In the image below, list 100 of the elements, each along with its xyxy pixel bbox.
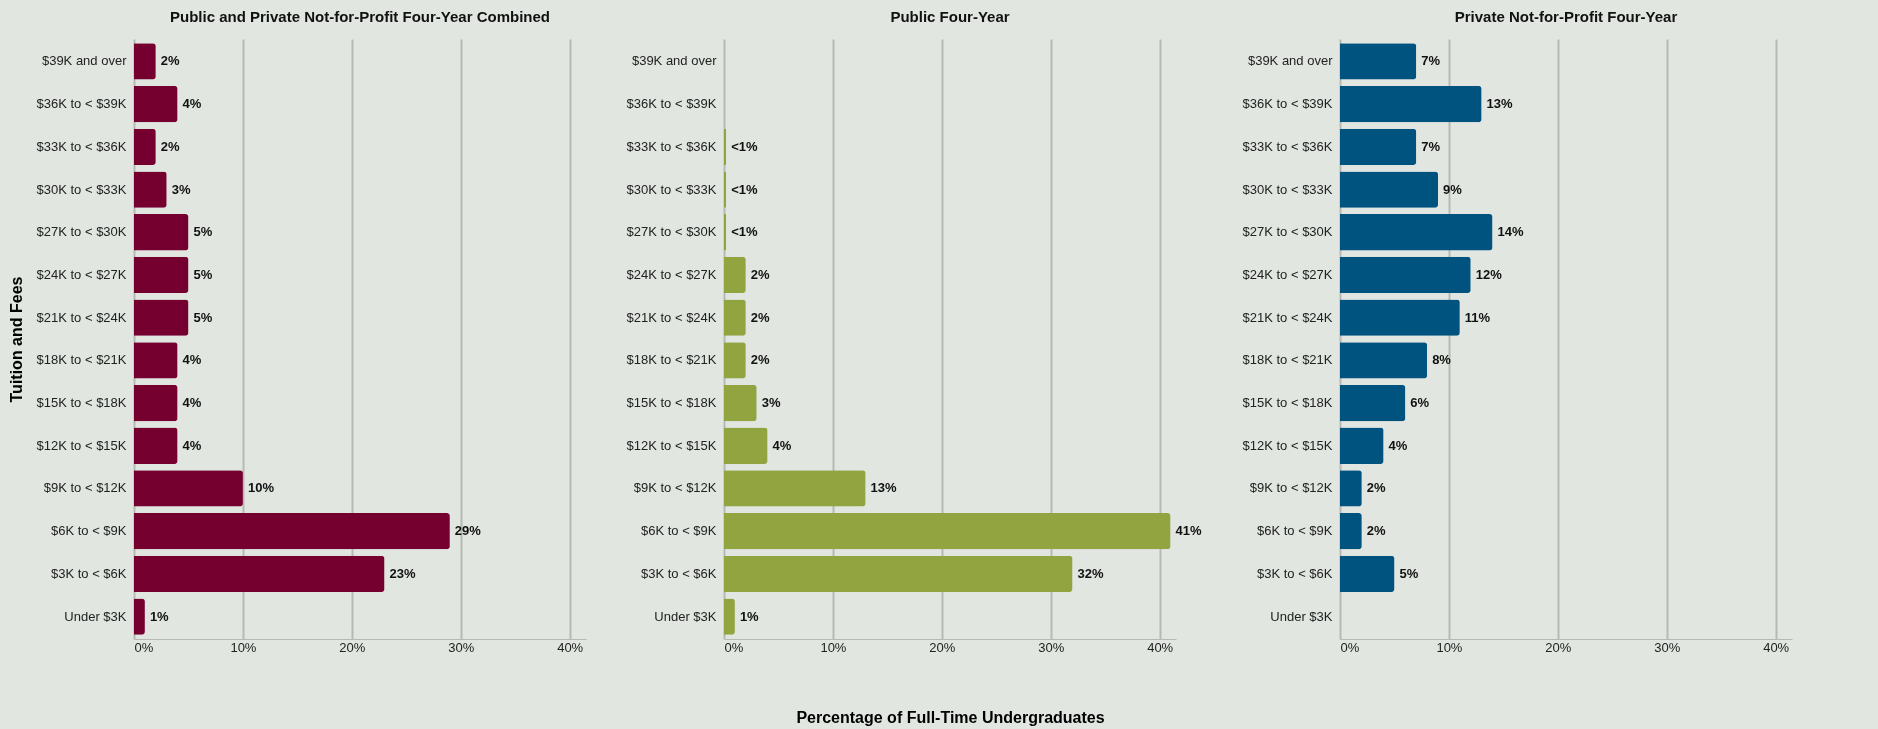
bar [1340,342,1428,379]
data-label: 4% [182,96,202,112]
bar [134,513,450,550]
y-tick-label: $3K to < $6K [1256,565,1333,581]
chart-title: Public Four-Year [890,8,1010,25]
x-tick-label: 30% [1038,639,1065,655]
bar [1340,85,1482,123]
data-label: 7% [1421,53,1441,69]
data-label: 3% [761,395,781,411]
bar [134,43,156,80]
data-label: 3% [171,181,191,197]
bar [724,470,866,507]
chart-title: Private Not-for-Profit Four-Year [1454,8,1678,25]
y-tick-label: Under $3K [654,608,717,624]
bar [1340,299,1460,336]
bar [1340,128,1417,165]
data-label: 10% [247,480,275,496]
x-tick-label: 10% [820,639,847,655]
data-label: 4% [182,395,202,411]
data-label: 6% [1410,395,1430,411]
bar [1340,43,1417,80]
x-tick-label: 30% [448,639,475,655]
data-label: 32% [1077,565,1104,581]
y-axis-title: Tuition and Fees [7,276,25,403]
y-tick-label: $15K to < $18K [1242,395,1333,411]
y-tick-label: $15K to < $18K [36,395,127,411]
x-tick-label: 30% [1654,639,1681,655]
bar [134,214,189,251]
data-label: 5% [1399,565,1419,581]
data-label: 13% [1486,96,1514,112]
y-tick-label: $21K to < $24K [36,309,127,325]
x-tick-label: 20% [1545,639,1572,655]
data-label: 2% [160,138,181,154]
data-label: 2% [750,266,771,282]
bar [1340,470,1362,507]
y-tick-label: $12K to < $15K [626,437,717,453]
data-label: <1% [731,224,758,240]
y-tick-label: $3K to < $6K [50,565,127,581]
data-label: 2% [750,352,771,368]
bar [724,342,746,379]
x-tick-label: 40% [1763,639,1790,655]
bar [134,427,178,464]
y-tick-label: Under $3K [1270,608,1333,624]
y-tick-label: $6K to < $9K [1256,523,1333,539]
data-label: 13% [870,480,898,496]
data-label: 29% [454,523,482,539]
x-tick-label: 0% [724,639,744,655]
bar [1340,171,1439,208]
y-tick-label: $33K to < $36K [36,138,127,154]
bar [724,299,746,336]
bar [724,555,1073,593]
y-tick-label: Under $3K [64,608,127,624]
y-tick-label: $3K to < $6K [640,565,717,581]
data-label: 5% [193,309,213,325]
y-tick-label: $21K to < $24K [1242,309,1333,325]
y-tick-label: $36K to < $39K [1242,96,1333,112]
data-label: 2% [750,309,771,325]
bar [134,555,385,593]
bar [724,384,757,422]
bar [1340,384,1406,422]
bar [134,171,167,208]
y-tick-label: $36K to < $39K [36,96,127,112]
bar [1340,427,1384,464]
x-tick-label: 40% [557,639,584,655]
y-tick-label: $27K to < $30K [626,224,717,240]
y-tick-label: $21K to < $24K [626,309,717,325]
x-tick-label: 20% [339,639,366,655]
data-label: 5% [193,224,213,240]
y-tick-label: $24K to < $27K [626,266,717,282]
y-tick-label: $33K to < $36K [1242,138,1333,154]
bar [1340,555,1395,593]
bar [724,427,768,464]
bar [1340,513,1362,550]
data-label: 4% [772,437,792,453]
data-label: 5% [193,266,213,282]
data-label: 23% [389,565,416,581]
bar [1340,214,1493,251]
y-tick-label: $15K to < $18K [626,395,717,411]
bar [134,342,178,379]
y-tick-label: $30K to < $33K [626,181,717,197]
y-tick-label: $36K to < $39K [626,96,717,112]
bar [724,513,1171,550]
bar [134,299,189,336]
y-tick-label: $30K to < $33K [1242,181,1333,197]
y-tick-label: $18K to < $21K [626,352,717,368]
data-label: 11% [1464,309,1491,325]
y-tick-label: $12K to < $15K [36,437,127,453]
bar [724,214,727,251]
y-tick-label: $24K to < $27K [1242,266,1333,282]
bar [134,256,189,294]
bar [134,85,178,123]
y-tick-label: $30K to < $33K [36,181,127,197]
data-label: 7% [1421,138,1441,154]
x-axis-title: Percentage of Full-Time Undergraduates [796,708,1105,726]
data-label: 8% [1432,352,1452,368]
x-tick-label: 0% [1340,639,1360,655]
x-tick-label: 10% [230,639,257,655]
data-label: 1% [739,608,760,624]
y-tick-label: $18K to < $21K [36,352,127,368]
data-label: 14% [1497,224,1524,240]
